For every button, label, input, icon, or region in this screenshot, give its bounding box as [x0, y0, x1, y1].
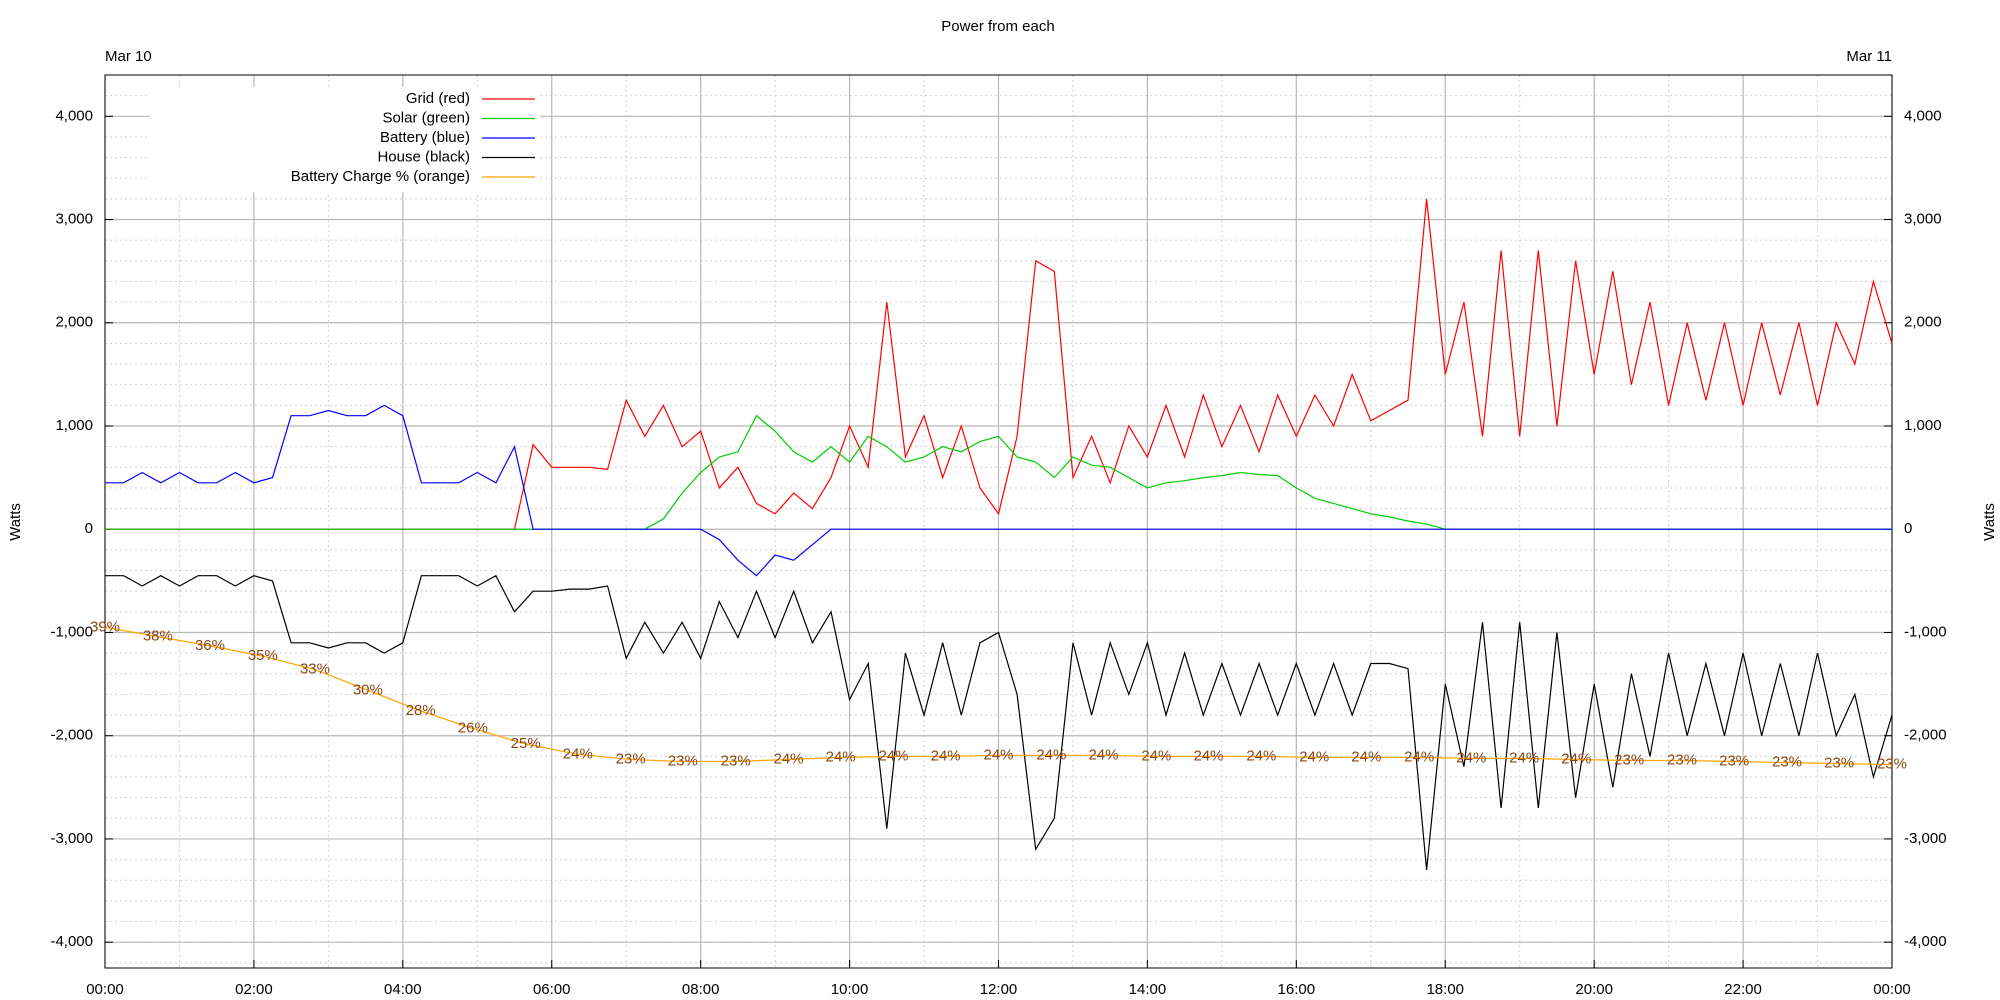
point-label: 24% — [1351, 748, 1381, 765]
y-tick-label: 0 — [85, 520, 93, 537]
y2-tick-label: -2,000 — [1904, 727, 1947, 744]
point-label: 24% — [983, 746, 1013, 763]
y-tick-label: -3,000 — [50, 830, 93, 847]
x-tick-label: 06:00 — [533, 981, 571, 998]
point-label: 24% — [1088, 746, 1118, 763]
point-label: 24% — [931, 747, 961, 764]
point-label: 24% — [878, 747, 908, 764]
point-label: 23% — [1877, 756, 1907, 773]
point-label: 24% — [1246, 747, 1276, 764]
series-line — [105, 574, 1893, 870]
legend-label: Battery (blue) — [380, 129, 470, 146]
x-tick-label: 00:00 — [1873, 981, 1911, 998]
point-label: 24% — [1509, 749, 1539, 766]
y2-tick-label: 0 — [1904, 520, 1912, 537]
point-label: 25% — [511, 735, 541, 752]
point-label: 24% — [1193, 747, 1223, 764]
y-tick-label: 2,000 — [55, 314, 93, 331]
point-label: 23% — [1614, 751, 1644, 768]
point-label: 23% — [668, 752, 698, 769]
point-label: 23% — [616, 750, 646, 767]
legend-label: Solar (green) — [382, 109, 470, 126]
x2-tick-label: Mar 11 — [1846, 48, 1892, 65]
y2-tick-label: 3,000 — [1904, 211, 1942, 228]
y-tick-label: -4,000 — [50, 933, 93, 950]
x-tick-label: 10:00 — [831, 981, 869, 998]
y2-tick-label: -1,000 — [1904, 623, 1947, 640]
point-label: 24% — [1141, 747, 1171, 764]
legend-label: House (black) — [377, 148, 470, 165]
chart-title: Power from each — [941, 18, 1054, 35]
series-line — [105, 404, 1892, 577]
point-label: 24% — [1456, 749, 1486, 766]
x-tick-label: 02:00 — [235, 981, 273, 998]
x-tick-label: 04:00 — [384, 981, 422, 998]
x-tick-label: 16:00 — [1278, 981, 1316, 998]
legend-label: Grid (red) — [406, 90, 470, 107]
point-label: 39% — [90, 618, 120, 635]
point-label: 23% — [1667, 751, 1697, 768]
point-label: 23% — [1824, 755, 1854, 772]
point-label: 24% — [563, 745, 593, 762]
point-label: 24% — [1299, 748, 1329, 765]
point-label: 24% — [826, 748, 856, 765]
point-label: 24% — [1404, 748, 1434, 765]
point-label: 23% — [1772, 754, 1802, 771]
y2-tick-label: 1,000 — [1904, 417, 1942, 434]
x-tick-label: 14:00 — [1129, 981, 1167, 998]
y-tick-label: 4,000 — [55, 107, 93, 124]
y-tick-label: 3,000 — [55, 211, 93, 228]
point-label: 23% — [1719, 752, 1749, 769]
point-label: 35% — [248, 647, 278, 664]
y-tick-label: 1,000 — [55, 417, 93, 434]
legend-box — [150, 87, 540, 193]
y2-axis-label: Watts — [1981, 503, 1998, 541]
x-tick-label: 00:00 — [86, 981, 124, 998]
y2-tick-label: 2,000 — [1904, 314, 1942, 331]
y2-tick-label: -4,000 — [1904, 933, 1947, 950]
y-tick-label: -2,000 — [50, 727, 93, 744]
x-tick-label: 12:00 — [980, 981, 1018, 998]
point-label: 23% — [721, 752, 751, 769]
series-line — [104, 626, 1893, 766]
y2-tick-label: -3,000 — [1904, 830, 1947, 847]
x-tick-label: 22:00 — [1724, 981, 1762, 998]
y2-tick-label: 4,000 — [1904, 107, 1942, 124]
point-label: 26% — [458, 719, 488, 736]
point-label: 24% — [774, 750, 804, 767]
point-label: 24% — [1036, 746, 1066, 763]
point-label: 24% — [1561, 750, 1591, 767]
legend-label: Battery Charge % (orange) — [291, 168, 470, 185]
x-tick-label: 20:00 — [1575, 981, 1613, 998]
y-tick-label: -1,000 — [50, 623, 93, 640]
x2-tick-label: Mar 10 — [105, 48, 152, 65]
point-label: 33% — [300, 661, 330, 678]
plot-frame — [104, 74, 1893, 969]
y-axis-label: Watts — [7, 503, 24, 541]
point-label: 36% — [195, 637, 225, 654]
point-label: 38% — [143, 628, 173, 645]
point-label: 28% — [406, 702, 436, 719]
point-label: 30% — [353, 681, 383, 698]
x-tick-label: 18:00 — [1426, 981, 1464, 998]
x-tick-label: 08:00 — [682, 981, 720, 998]
